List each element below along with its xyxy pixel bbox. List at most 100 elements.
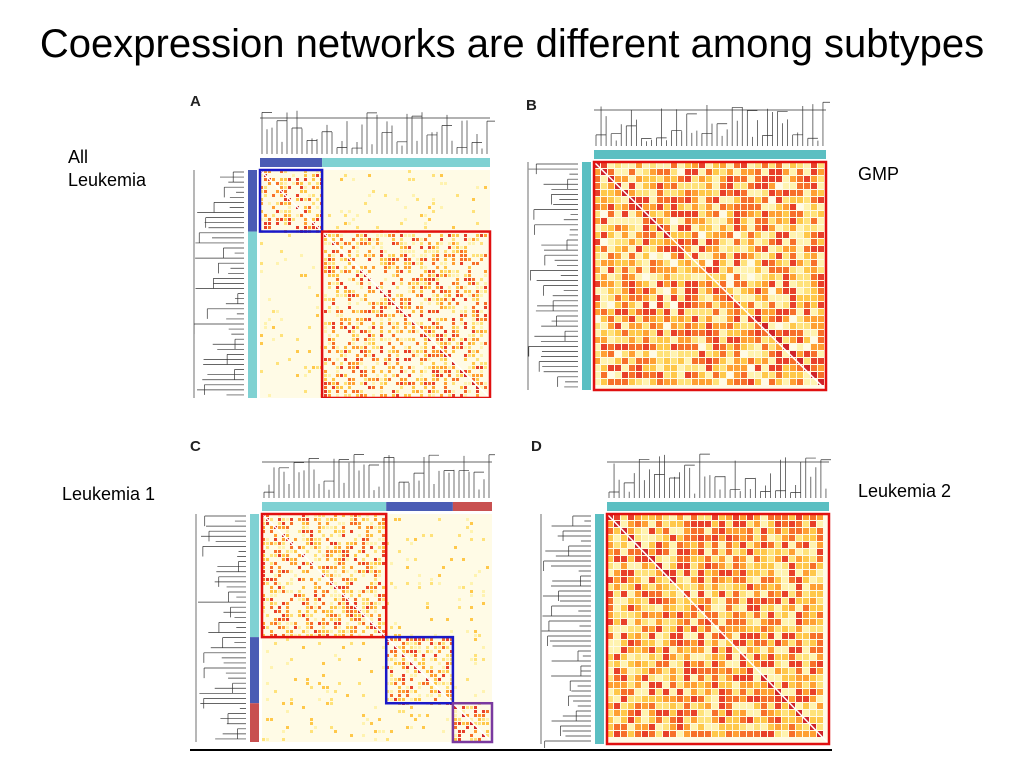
heat-cell [698, 668, 704, 674]
heat-cell [284, 178, 287, 181]
heat-cell [705, 731, 711, 737]
heat-cell [712, 619, 718, 625]
heat-cell [727, 211, 733, 217]
heat-cell [747, 661, 753, 667]
heat-cell [388, 354, 391, 357]
heat-cell [796, 598, 802, 604]
heat-cell [664, 379, 670, 385]
heat-cell [326, 582, 329, 585]
heat-cell [340, 374, 343, 377]
heat-cell [390, 626, 393, 629]
tom-heatmap [261, 513, 493, 743]
heat-cell [755, 274, 761, 280]
heat-cell [340, 270, 343, 273]
heat-cell [804, 169, 810, 175]
heat-cell [366, 566, 369, 569]
heat-cell [280, 186, 283, 189]
heat-cell [420, 374, 423, 377]
heat-cell [476, 382, 479, 385]
heat-cell [776, 176, 782, 182]
heat-cell [755, 260, 761, 266]
heat-cell [460, 338, 463, 341]
heat-cell [719, 584, 725, 590]
heat-cell [776, 288, 782, 294]
heat-cell [706, 309, 712, 315]
heat-cell [428, 354, 431, 357]
heat-cell [304, 366, 307, 369]
heat-cell [432, 246, 435, 249]
heat-cell [376, 346, 379, 349]
heat-cell [768, 605, 774, 611]
heat-cell [629, 246, 635, 252]
heat-cell [328, 306, 331, 309]
heat-cell [607, 598, 613, 604]
heat-cell [394, 678, 397, 681]
heat-cell [796, 570, 802, 576]
heat-cell [476, 394, 479, 397]
heat-cell [414, 538, 417, 541]
heat-cell [358, 618, 361, 621]
heat-cell [318, 606, 321, 609]
module-color-bar-left [248, 170, 257, 398]
heat-cell [408, 262, 411, 265]
heat-cell [272, 214, 275, 217]
heat-cell [790, 232, 796, 238]
heat-cell [810, 605, 816, 611]
heat-cell [747, 668, 753, 674]
panel-d-heatmap [531, 440, 833, 748]
heat-cell [699, 302, 705, 308]
heat-cell [414, 670, 417, 673]
heat-cell [699, 323, 705, 329]
heat-cell [288, 210, 291, 213]
heat-cell [776, 225, 782, 231]
heat-cell [636, 358, 642, 364]
heat-cell [733, 654, 739, 660]
heat-cell [298, 610, 301, 613]
heat-cell [594, 225, 600, 231]
heat-cell [420, 278, 423, 281]
heat-cell [332, 346, 335, 349]
heat-cell [642, 612, 648, 618]
heat-cell [474, 726, 477, 729]
heat-cell [692, 246, 698, 252]
heat-cell [741, 169, 747, 175]
heat-cell [719, 717, 725, 723]
heat-cell [698, 549, 704, 555]
heat-cell [691, 654, 697, 660]
heat-cell [607, 570, 613, 576]
heat-cell [318, 622, 321, 625]
heat-cell [684, 696, 690, 702]
heat-cell [342, 630, 345, 633]
heat-cell [410, 542, 413, 545]
heat-cell [286, 662, 289, 665]
heat-cell [360, 298, 363, 301]
heat-cell [636, 295, 642, 301]
heat-cell [294, 678, 297, 681]
heat-cell [727, 295, 733, 301]
heat-cell [629, 351, 635, 357]
heat-cell [705, 598, 711, 604]
heat-cell [643, 232, 649, 238]
heat-cell [747, 689, 753, 695]
heat-cell [448, 270, 451, 273]
heat-cell [803, 514, 809, 520]
heat-cell [608, 246, 614, 252]
heat-cell [642, 654, 648, 660]
heat-cell [670, 619, 676, 625]
heat-cell [408, 258, 411, 261]
heat-cell [378, 526, 381, 529]
heat-cell [804, 162, 810, 168]
heat-cell [692, 232, 698, 238]
heat-cell [671, 169, 677, 175]
heat-cell [796, 717, 802, 723]
heat-cell [783, 204, 789, 210]
heat-cell [306, 618, 309, 621]
heat-cell [818, 253, 824, 259]
heat-cell [804, 358, 810, 364]
dendrogram-top-branches [260, 110, 495, 154]
heat-cell [438, 582, 441, 585]
heat-cell [678, 239, 684, 245]
heat-cell [342, 610, 345, 613]
heat-cell [810, 556, 816, 562]
heat-cell [392, 334, 395, 337]
